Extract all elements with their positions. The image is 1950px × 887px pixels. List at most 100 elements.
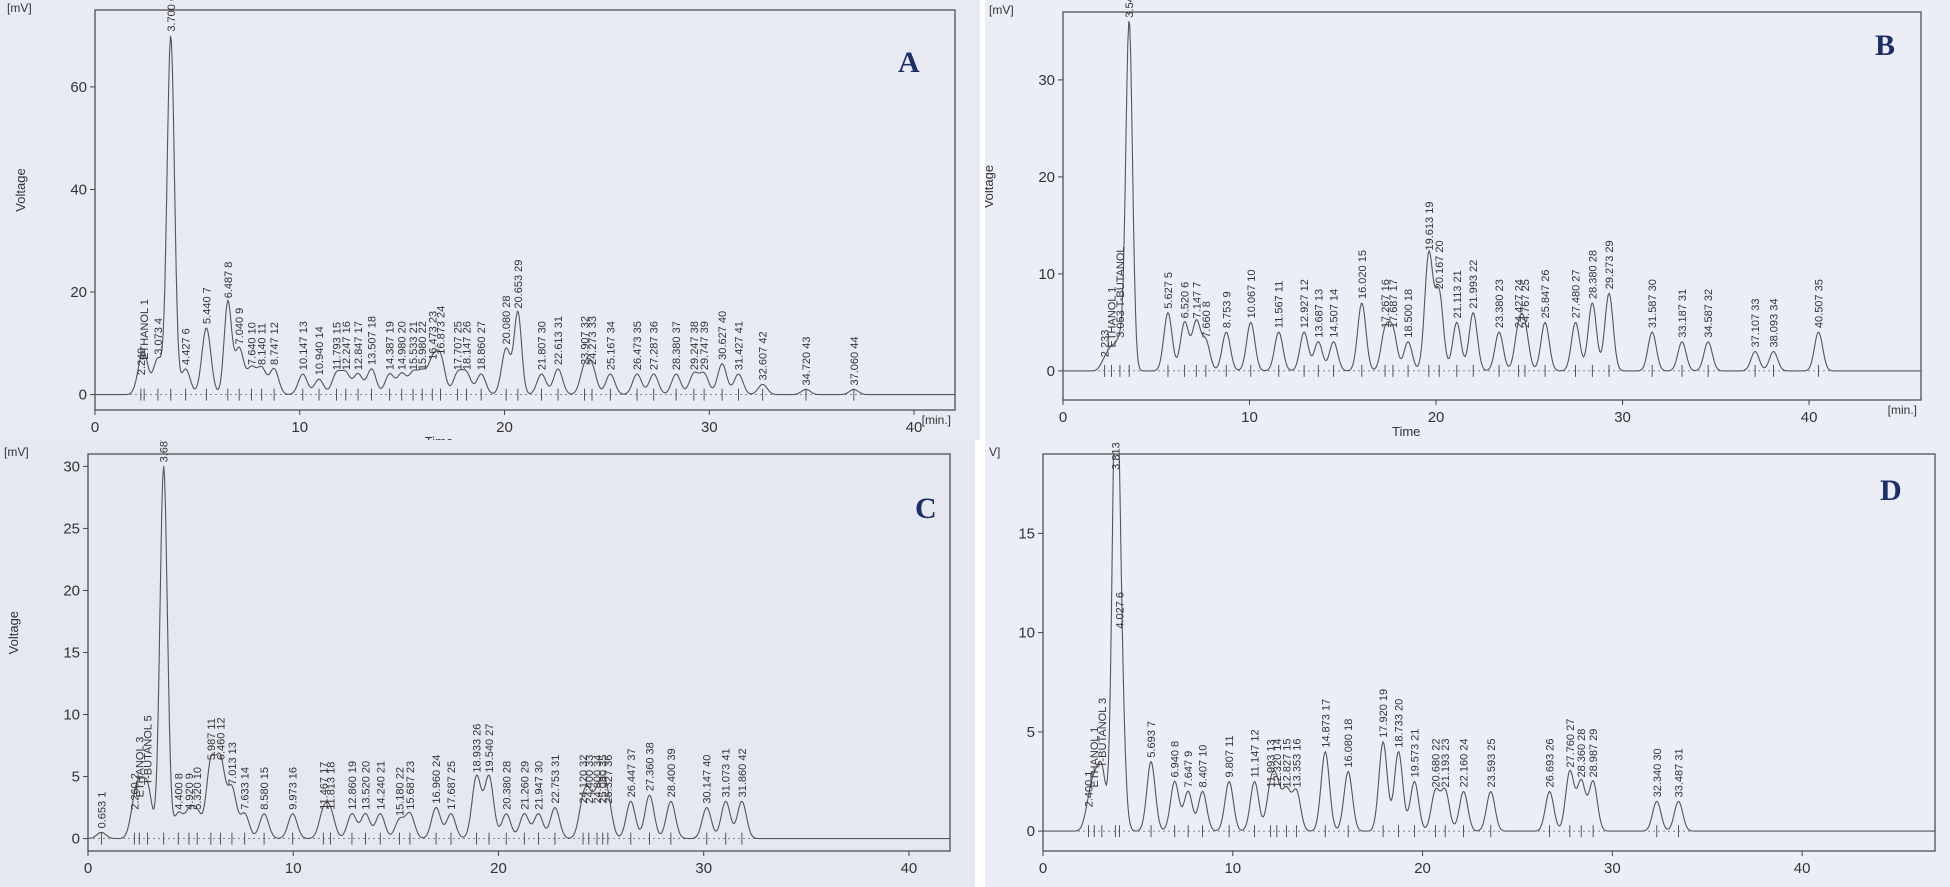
peak-label: 27.480 27 [1571,269,1583,318]
peak-label: 18.933 26 [472,724,484,773]
peak-label: 32.607 42 [758,331,770,380]
y-tick-label: 0 [79,387,87,404]
peak-label: ETHANOL 1 [1106,287,1118,348]
y-axis-label: Voltage [985,165,996,208]
x-tick-label: 10 [285,860,302,877]
peak-label: 10.147 13 [298,321,310,370]
peak-label: 9.973 16 [288,767,300,810]
x-tick-label: 40 [906,419,923,436]
x-tick-label: 40 [1801,409,1818,426]
peak-label: 16.080 18 [1343,719,1355,768]
peak-label: 27.760 27 [1565,719,1577,768]
peak-label: 9.807 11 [1224,736,1236,778]
peak-label: 16.873 24 [435,306,447,355]
peak-label: 12.247 16 [341,321,353,370]
peak-label: ETHANOL 3 [134,737,146,798]
peak-label: 17.267 16 [1380,279,1392,328]
panel-letter: D [1880,474,1902,507]
y-unit-label: [mV] [989,3,1014,17]
peak-label: 13.687 13 [1313,289,1325,338]
peak-label: 7.640 10 [246,322,258,365]
y-axis-label: Voltage [13,168,28,211]
chromatogram-trace [95,35,955,396]
peak-label: T-BUTANOL 3 [1097,698,1109,768]
peak-label: 20.380 28 [501,761,513,810]
peak-label: 7.013 13 [227,742,239,785]
peak-label: 6.520 6 [1180,282,1192,319]
x-tick-label: 30 [701,419,718,436]
peak-label: 26.693 26 [1545,739,1557,788]
x-tick-label: 30 [1614,409,1631,426]
peak-label: 4.400 8 [173,773,185,810]
peak-label: 40.507 35 [1814,279,1826,328]
peak-label: 15.980 22 [417,321,429,370]
peak-label: 6.940 8 [1170,741,1182,778]
peak-label: 31.427 41 [734,321,746,370]
peak-label: 18.147 26 [462,321,474,370]
y-tick-label: 10 [63,707,80,724]
peak-label: 25.167 34 [605,321,617,370]
peak-label: 31.073 41 [721,748,733,797]
peak-label: 0.653 1 [96,792,108,829]
y-axis-label: Voltage [6,611,21,654]
chromatogram-panel-a: 0 20 40 60 0 10 20 30 40 [mV] [min.] Voltage Time 2.2… [0,0,980,440]
peak-label: 28.360 28 [1576,729,1588,778]
peak-label: 11.147 12 [1250,729,1262,777]
x-tick-label: 40 [901,860,918,877]
y-unit-label: [mV] [7,1,32,15]
peak-label: 17.707 25 [453,321,465,370]
peak-label: 14.387 19 [385,321,397,370]
peak-label: 19.540 27 [484,724,496,773]
panel-letter: C [915,492,937,525]
peak-label: 11.467 17 [318,762,330,810]
peak-label: 34.720 43 [801,337,813,386]
peak-label: 5.987 11 [206,718,218,760]
peak-label: 21.260 29 [519,761,531,810]
peak-label: 24.400 33 [584,755,596,804]
peak-label: 30.147 40 [702,755,714,804]
peak-label: 12.860 19 [347,761,359,810]
peak-label: 8.753 9 [1221,291,1233,328]
peak-label: 11.993 13 [1266,739,1278,787]
peak-label: 16.020 15 [1357,250,1369,299]
x-axis-label: Time [1392,424,1420,439]
peak-label: 37.060 44 [849,337,861,386]
peak-label: 3.813 5 [1110,440,1122,470]
peak-label: 14.873 17 [1320,699,1332,748]
panel-letter: B [1875,29,1895,62]
peak-label: 20.167 20 [1434,240,1446,289]
peak-label: ETHANOL 1 [139,299,151,360]
x-tick-label: 10 [1241,409,1258,426]
peak-label: 33.187 31 [1677,289,1689,338]
peak-label: 5.627 5 [1163,272,1175,309]
peak-label: T-BUTANOL 5 [143,715,155,785]
peak-label: 20.653 29 [513,260,525,309]
peak-label: 17.687 25 [446,761,458,810]
peak-label: 2.400 1 [1084,771,1096,808]
peak-label: 12.320 14 [1272,739,1284,788]
y-tick-label: 30 [1038,72,1055,89]
peak-label: 23.907 32 [580,316,592,365]
peak-label: 27.360 38 [645,742,657,791]
peak-label: 22.613 31 [553,316,565,365]
y-unit-label: V] [989,445,1000,459]
x-tick-label: 40 [1794,860,1811,877]
peak-label: 15.687 23 [405,761,417,810]
peak-label: 21.993 22 [1468,260,1480,309]
plot-frame [1042,453,1936,852]
x-tick-label: 0 [91,419,99,436]
x-tick-label: 20 [1414,860,1431,877]
peak-label: 27.287 36 [649,321,661,370]
peak-label: 15.180 22 [395,767,407,816]
peak-label: 21.807 30 [537,321,549,370]
y-tick-label: 0 [1027,823,1035,840]
peak-label: 22.753 31 [550,755,562,804]
peak-label: 28.400 39 [666,748,678,797]
peak-label: 26.447 37 [626,748,638,797]
peak-label: 18.860 27 [476,321,488,370]
peak-label: 21.113 21 [1452,270,1464,318]
x-unit-label: [min.] [922,413,951,427]
peak-label: 11.813 18 [325,762,337,810]
peak-label: 2.260 2 [129,773,141,810]
peak-label: 4.027 6 [1114,592,1126,629]
